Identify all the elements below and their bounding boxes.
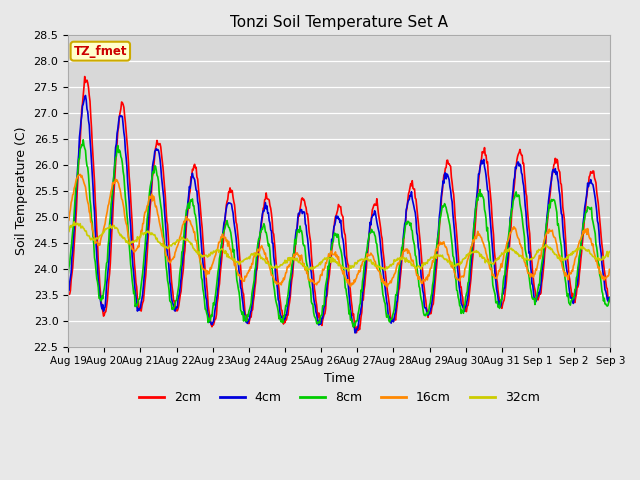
8cm <box>558 255 566 261</box>
Line: 2cm: 2cm <box>68 76 611 333</box>
4cm <box>82 93 90 98</box>
32cm <box>332 259 339 265</box>
Legend: 2cm, 4cm, 8cm, 16cm, 32cm: 2cm, 4cm, 8cm, 16cm, 32cm <box>134 386 545 409</box>
32cm <box>558 255 566 261</box>
16cm <box>76 171 84 177</box>
16cm <box>207 266 215 272</box>
2cm <box>385 299 393 304</box>
2cm <box>207 322 215 327</box>
4cm <box>558 212 566 218</box>
2cm <box>607 299 614 304</box>
4cm <box>438 185 446 191</box>
2cm <box>353 330 360 336</box>
Title: Tonzi Soil Temperature Set A: Tonzi Soil Temperature Set A <box>230 15 448 30</box>
16cm <box>558 263 566 268</box>
16cm <box>383 284 390 289</box>
4cm <box>64 285 72 290</box>
8cm <box>332 232 339 238</box>
8cm <box>607 294 614 300</box>
X-axis label: Time: Time <box>324 372 355 385</box>
4cm <box>385 313 393 319</box>
32cm <box>64 229 72 235</box>
8cm <box>79 137 87 143</box>
2cm <box>184 208 192 214</box>
Line: 16cm: 16cm <box>68 174 611 287</box>
32cm <box>385 264 393 270</box>
Text: TZ_fmet: TZ_fmet <box>74 45 127 58</box>
16cm <box>607 269 614 275</box>
32cm <box>438 252 446 258</box>
32cm <box>607 249 614 254</box>
Y-axis label: Soil Temperature (C): Soil Temperature (C) <box>15 127 28 255</box>
32cm <box>344 268 352 274</box>
16cm <box>385 281 393 287</box>
4cm <box>332 218 339 224</box>
32cm <box>207 249 215 255</box>
8cm <box>385 318 393 324</box>
16cm <box>184 216 192 222</box>
8cm <box>207 312 215 318</box>
2cm <box>438 189 446 194</box>
8cm <box>349 324 357 330</box>
16cm <box>64 218 72 224</box>
Line: 32cm: 32cm <box>68 222 611 271</box>
32cm <box>70 219 78 225</box>
Line: 8cm: 8cm <box>68 140 611 327</box>
2cm <box>81 73 88 79</box>
8cm <box>438 203 446 209</box>
4cm <box>607 295 614 300</box>
4cm <box>184 199 192 205</box>
32cm <box>184 237 192 243</box>
4cm <box>207 321 215 327</box>
Line: 4cm: 4cm <box>68 96 611 333</box>
4cm <box>351 330 359 336</box>
16cm <box>438 241 446 247</box>
2cm <box>332 214 339 220</box>
16cm <box>332 249 339 255</box>
8cm <box>64 272 72 277</box>
8cm <box>184 202 192 207</box>
2cm <box>558 191 566 196</box>
2cm <box>64 292 72 298</box>
